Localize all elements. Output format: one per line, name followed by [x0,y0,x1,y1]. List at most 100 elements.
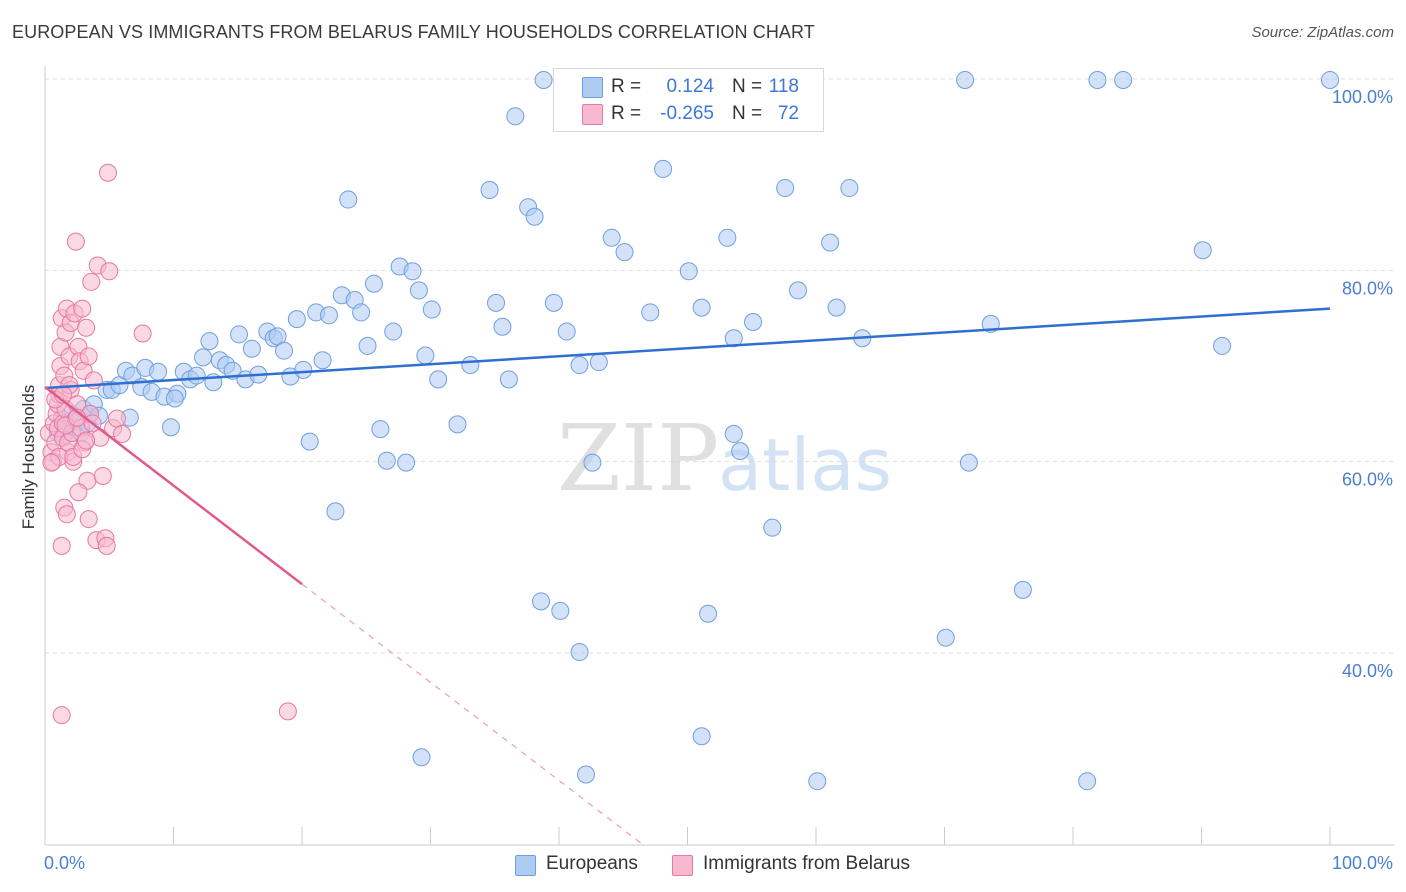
trend-lines [44,307,1331,845]
belarus-point [73,299,92,318]
europeans-point [525,207,544,226]
europeans-point [377,451,396,470]
europeans-point [275,341,294,360]
europeans-point [731,442,750,461]
europeans-point [724,424,743,443]
europeans-point [287,310,306,329]
belarus-point [82,272,101,291]
y-tick-label: 100.0% [1332,87,1393,107]
belarus-point [52,536,71,555]
europeans-point [493,317,512,336]
europeans-point [679,262,698,281]
y-axis-title: Family Households [19,385,38,530]
series-legend: Europeans Immigrants from Belarus [0,852,1406,878]
europeans-point [448,415,467,434]
belarus-point [97,536,116,555]
legend-n-label: N = [732,103,763,124]
europeans-point [319,306,338,325]
belarus-point [133,324,152,343]
belarus-point [98,163,117,182]
europeans-point [364,274,383,293]
belarus-point [113,424,132,443]
europeans-point [615,243,634,262]
europeans-point [956,70,975,89]
europeans-point [699,604,718,623]
watermark: ZIP atlas [557,405,892,512]
watermark-zip: ZIP [557,405,719,512]
x-tick-label: 0.0% [44,853,85,873]
europeans-point [570,643,589,662]
europeans-point [692,298,711,317]
europeans-point [487,293,506,312]
y-tick-label: 40.0% [1342,661,1393,681]
belarus-point [100,262,119,281]
europeans-point [165,389,184,408]
europeans-point [583,453,602,472]
europeans-point [551,601,570,620]
belarus-point [66,232,85,251]
europeans-point [936,628,955,647]
legend-swatch-europeans [582,77,603,98]
europeans-point [724,329,743,348]
europeans-point [763,518,782,537]
axis-labels: 40.0% 60.0% 80.0% 100.0% 0.0% 100.0% Family Ho… [19,87,1393,873]
europeans-point [161,418,180,437]
europeans-point [532,592,551,611]
europeans-point [416,346,435,365]
legend-swatch-belarus [672,855,693,876]
europeans-point [789,281,808,300]
europeans-point [959,453,978,472]
europeans-point [422,300,441,319]
europeans-point [194,348,213,367]
belarus-point [278,702,297,721]
europeans-point [692,727,711,746]
europeans-point [1213,336,1232,355]
europeans-point [808,772,827,791]
belarus-point [79,347,98,366]
europeans-point [294,360,313,379]
europeans-point [544,293,563,312]
europeans-point [397,453,416,472]
europeans-point [313,351,332,370]
europeans-point [429,370,448,389]
europeans-point [821,233,840,252]
chart-title: EUROPEAN VS IMMIGRANTS FROM BELARUS FAMI… [12,22,815,42]
belarus-point [57,505,76,524]
europeans-point [412,748,431,767]
europeans-point [827,298,846,317]
legend-label-europeans: Europeans [546,853,638,874]
belarus-trend-extension [301,583,643,845]
europeans-point [300,432,319,451]
europeans-point [326,502,345,521]
europeans-point [654,159,673,178]
europeans-point [1114,70,1133,89]
europeans-point [602,228,621,247]
europeans-point [384,322,403,341]
europeans-point [1321,70,1339,89]
europeans-point [230,325,249,344]
europeans-point [589,353,608,372]
legend-n-value: 118 [768,76,799,97]
europeans-point [499,370,518,389]
europeans-point [200,332,219,351]
legend-n-label: N = [732,76,763,97]
europeans-point [1193,241,1212,260]
belarus-point [77,431,96,450]
legend-label-belarus: Immigrants from Belarus [703,853,910,874]
watermark-atlas: atlas [718,423,892,507]
belarus-point [42,453,61,472]
y-tick-label: 80.0% [1342,278,1393,298]
belarus-trend-line [44,386,303,586]
legend-r-label: R = [611,76,642,97]
belarus-point [79,510,98,529]
europeans-point [461,356,480,375]
europeans-point [557,322,576,341]
belarus-point [69,483,88,502]
europeans-point [840,179,859,198]
europeans-point [403,262,422,281]
europeans-point [149,362,168,381]
legend-swatch-europeans [515,855,536,876]
legend-n-value: 72 [777,103,799,124]
europeans-point [576,765,595,784]
